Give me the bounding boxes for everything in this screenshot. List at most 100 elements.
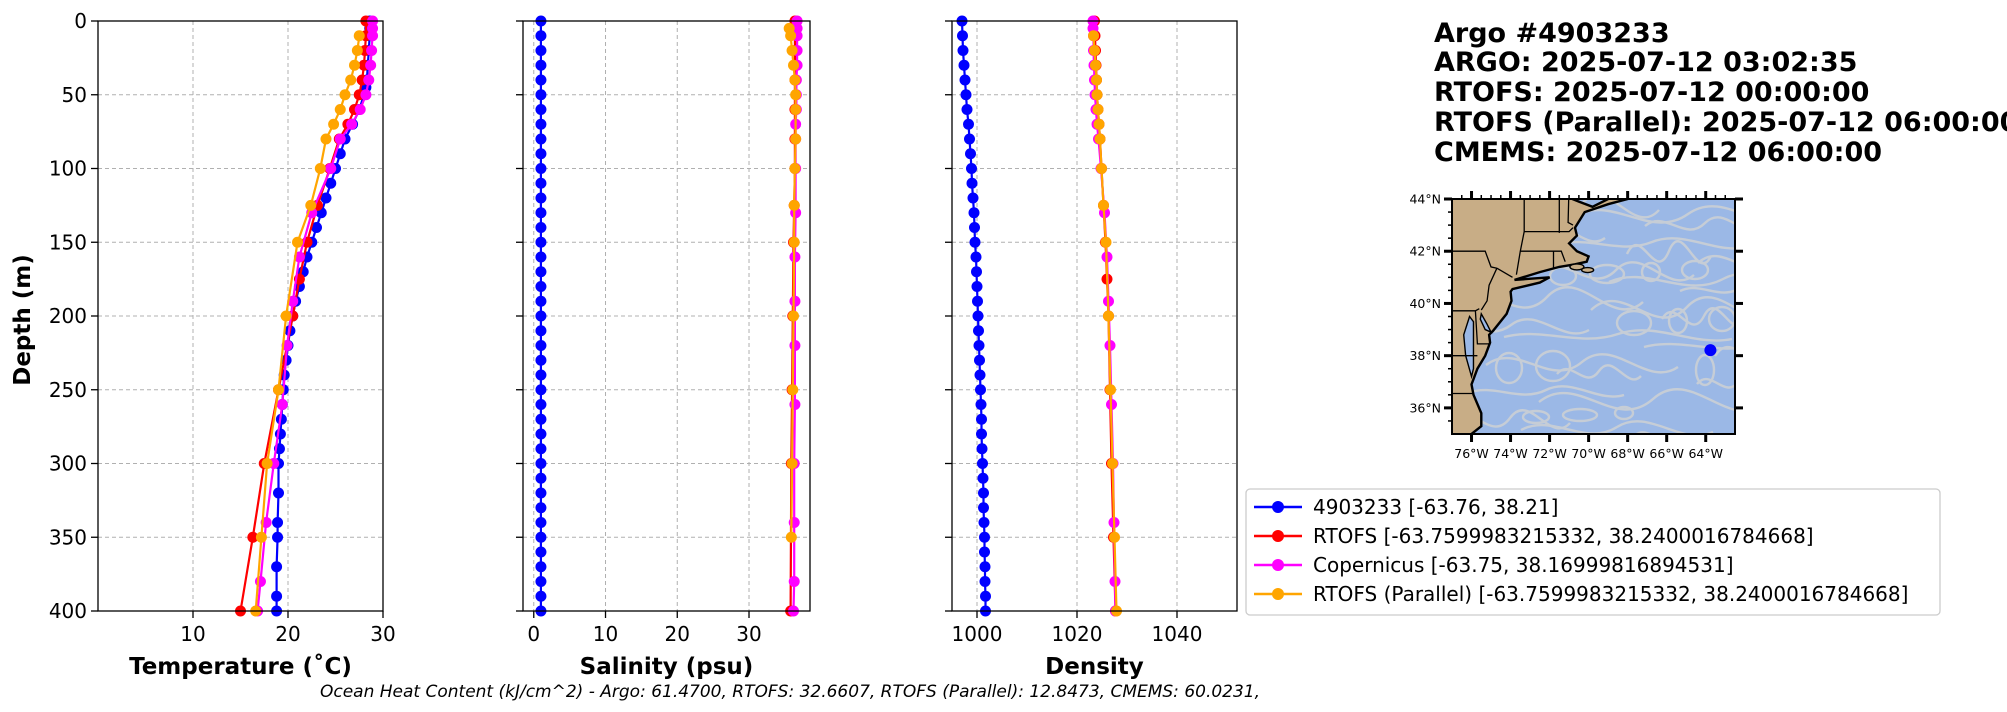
data-point xyxy=(966,163,977,174)
data-point xyxy=(247,531,259,543)
streamline xyxy=(1697,255,1735,264)
legend-entry: 4903233 [-63.76, 38.21] xyxy=(1254,495,1558,519)
data-point xyxy=(535,354,547,366)
data-point xyxy=(328,118,340,130)
y-tick-label: 250 xyxy=(49,378,87,402)
series-line xyxy=(1092,35,1118,612)
data-point xyxy=(1107,458,1118,469)
y-tick-label: 200 xyxy=(49,304,87,328)
map-area xyxy=(1452,199,1735,434)
data-point xyxy=(980,590,991,602)
coastline xyxy=(1466,199,1633,434)
data-point xyxy=(261,458,273,469)
map-lon-label: 76°W xyxy=(1454,446,1489,461)
map-lon-label: 66°W xyxy=(1649,446,1684,461)
data-point xyxy=(1100,236,1112,248)
data-point xyxy=(1091,74,1102,86)
legend-marker xyxy=(1272,530,1284,542)
data-point xyxy=(789,74,801,86)
island xyxy=(1569,263,1585,271)
data-point xyxy=(273,384,284,396)
data-point xyxy=(345,74,357,86)
data-point xyxy=(971,266,982,278)
y-tick-label: 300 xyxy=(49,452,87,476)
map-lat-label: 36°N xyxy=(1409,400,1441,415)
data-point xyxy=(979,576,991,587)
data-point xyxy=(963,118,974,130)
data-point xyxy=(535,590,547,602)
data-point xyxy=(287,295,299,307)
y-axis-label: Depth (m) xyxy=(10,254,36,386)
map-lat-label: 40°N xyxy=(1409,296,1441,311)
legend-label: RTOFS [-63.7599983215332, 38.24000167846… xyxy=(1313,524,1814,548)
data-point xyxy=(968,207,980,219)
data-point xyxy=(535,413,547,425)
bay xyxy=(1479,311,1493,334)
data-point xyxy=(790,104,802,115)
data-point xyxy=(959,74,971,86)
data-point xyxy=(788,236,800,248)
state-border xyxy=(1524,227,1574,233)
ocean-heat-content-footer: Ocean Heat Content (kJ/cm^2) - Argo: 61.… xyxy=(320,682,1260,702)
data-point xyxy=(363,74,375,86)
title-line-5: CMEMS: 2025-07-12 06:00:00 xyxy=(1434,137,1882,168)
data-point xyxy=(275,413,287,425)
data-point xyxy=(972,310,984,322)
data-point xyxy=(535,576,547,587)
data-point xyxy=(366,45,378,56)
series-parallel xyxy=(1088,30,1122,617)
data-point xyxy=(535,133,547,145)
data-point xyxy=(786,458,798,469)
data-point xyxy=(320,133,332,145)
data-point xyxy=(1103,310,1114,322)
y-tick-label: 350 xyxy=(49,525,87,549)
data-point xyxy=(977,472,989,484)
data-point xyxy=(535,192,547,204)
eddy xyxy=(1534,349,1572,383)
legend-label: RTOFS (Parallel) [-63.7599983215332, 38.… xyxy=(1313,582,1908,606)
data-point xyxy=(535,546,547,558)
series-line xyxy=(254,35,361,612)
data-point xyxy=(976,443,988,455)
data-point xyxy=(535,310,547,322)
data-point xyxy=(535,177,547,189)
streamline xyxy=(1573,205,1735,224)
data-point xyxy=(788,576,800,587)
data-point xyxy=(314,163,326,174)
title-line-1: Argo #4903233 xyxy=(1434,18,1670,49)
data-point xyxy=(979,546,990,558)
panel-1: 0 50 100 150 200 250 300 350 400 10 20 30 Temperatur… xyxy=(49,9,396,680)
map-lon-label: 74°W xyxy=(1493,446,1528,461)
series-parallel xyxy=(250,30,365,617)
eddy xyxy=(1615,309,1653,337)
data-point xyxy=(975,399,987,410)
streamline xyxy=(1643,342,1735,350)
state-border xyxy=(1515,199,1525,275)
data-point xyxy=(960,89,972,101)
data-point xyxy=(271,561,283,573)
data-point xyxy=(535,59,547,71)
data-point xyxy=(367,30,379,42)
data-point xyxy=(979,561,991,573)
data-point xyxy=(273,487,284,499)
data-point xyxy=(969,222,980,233)
data-point xyxy=(535,561,547,573)
data-point xyxy=(1088,30,1099,42)
data-point xyxy=(535,266,547,278)
data-point xyxy=(1105,384,1116,396)
streamline xyxy=(1644,216,1735,231)
data-point xyxy=(978,502,989,514)
map-lon-label: 70°W xyxy=(1571,446,1606,461)
data-point xyxy=(979,531,990,543)
x-axis-label: Temperature (˚C) xyxy=(129,653,352,680)
streamline xyxy=(1467,385,1625,398)
grid xyxy=(952,20,1237,612)
location-map: 44°N 42°N 40°N 38°N 36°N 76°W 74°W 72°W 70°W 68°W… xyxy=(1409,191,1743,461)
legend-entry: RTOFS [-63.7599983215332, 38.24000167846… xyxy=(1254,524,1814,548)
data-point xyxy=(789,340,801,351)
bay xyxy=(1463,314,1475,380)
float-marker xyxy=(1704,344,1717,357)
title-line-4: RTOFS (Parallel): 2025-07-12 06:00:00 xyxy=(1434,107,2007,138)
x-axis-label: Salinity (psu) xyxy=(580,654,754,680)
